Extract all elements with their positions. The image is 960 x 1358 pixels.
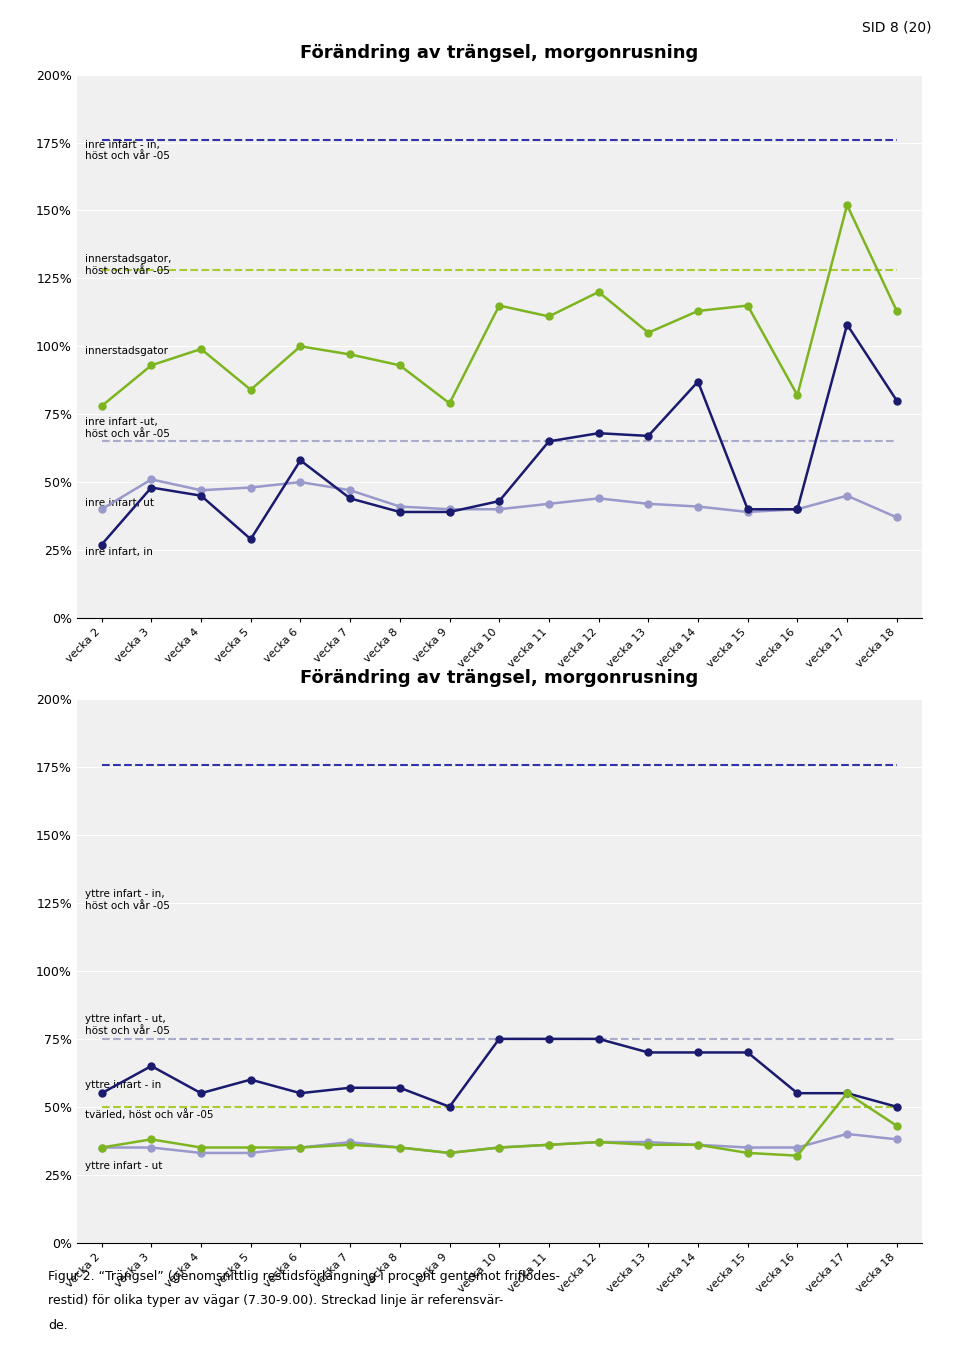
Text: inre infart - in,
höst och vår -05: inre infart - in, höst och vår -05 (85, 140, 170, 162)
Text: yttre infart - ut: yttre infart - ut (85, 1161, 162, 1171)
Text: inre infart, ut: inre infart, ut (85, 498, 155, 508)
Text: innerstadsgator: innerstadsgator (85, 346, 168, 356)
Title: Förändring av trängsel, morgonrusning: Förändring av trängsel, morgonrusning (300, 43, 698, 62)
Text: yttre infart - in,
höst och vår -05: yttre infart - in, höst och vår -05 (85, 889, 170, 911)
Text: Figur 2. “Trängsel” (genomsnittlig restidsförlängning i procent gentemot friflöd: Figur 2. “Trängsel” (genomsnittlig resti… (48, 1270, 560, 1283)
Text: inre infart, in: inre infart, in (85, 547, 154, 557)
Text: de.: de. (48, 1319, 68, 1332)
Text: inre infart -ut,
höst och vår -05: inre infart -ut, höst och vår -05 (85, 417, 170, 439)
Text: SID 8 (20): SID 8 (20) (862, 20, 931, 34)
Text: yttre infart - ut,
höst och vår -05: yttre infart - ut, höst och vår -05 (85, 1014, 170, 1036)
Text: yttre infart - in: yttre infart - in (85, 1080, 161, 1089)
Title: Förändring av trängsel, morgonrusning: Förändring av trängsel, morgonrusning (300, 668, 698, 687)
Text: innerstadsgator,
höst och vår -05: innerstadsgator, höst och vår -05 (85, 254, 172, 276)
Text: restid) för olika typer av vägar (7.30-9.00). Streckad linje är referensvär-: restid) för olika typer av vägar (7.30-9… (48, 1294, 503, 1308)
Text: tvärled, höst och vår -05: tvärled, höst och vår -05 (85, 1109, 214, 1120)
